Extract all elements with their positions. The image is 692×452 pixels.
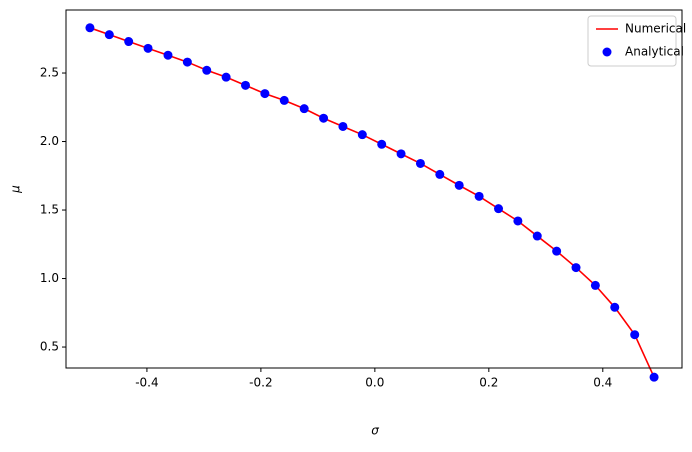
x-tick-label: 0.0 [365,376,384,390]
point [415,158,425,168]
legend-swatch [602,47,612,57]
point [299,104,309,114]
point [571,263,581,273]
point [454,180,464,190]
point [494,204,504,214]
point [163,50,173,60]
x-tick-label: -0.4 [135,376,158,390]
x-tick-label: -0.2 [249,376,272,390]
point [319,113,329,123]
point [357,130,367,140]
point [202,65,212,75]
point [649,372,659,382]
legend-label: Numerical [625,22,686,36]
legend-label: Analytical [625,45,684,59]
x-axis-label: σ [371,424,379,438]
y-axis-label: μ [9,185,23,194]
y-tick-label: 0.5 [40,340,59,354]
y-tick-label: 2.5 [40,66,59,80]
point [396,149,406,159]
point [552,246,562,256]
point [474,191,484,201]
line [89,27,655,378]
y-tick-label: 1.5 [40,203,59,217]
y-tick-label: 2.0 [40,134,59,148]
point [590,280,600,290]
x-tick-label: 0.2 [479,376,498,390]
point [532,231,542,241]
point [124,37,134,47]
point [241,80,251,90]
point [630,330,640,340]
point [260,89,270,99]
point [513,216,523,226]
point [143,43,153,53]
x-tick-label: 0.4 [593,376,612,390]
point [221,72,231,82]
point [279,95,289,105]
y-tick-label: 1.0 [40,271,59,285]
point [104,30,114,40]
point [338,121,348,131]
point [377,139,387,149]
point [182,57,192,67]
point [85,23,95,33]
point [435,169,445,179]
plot-frame [65,9,683,369]
point [610,302,620,312]
